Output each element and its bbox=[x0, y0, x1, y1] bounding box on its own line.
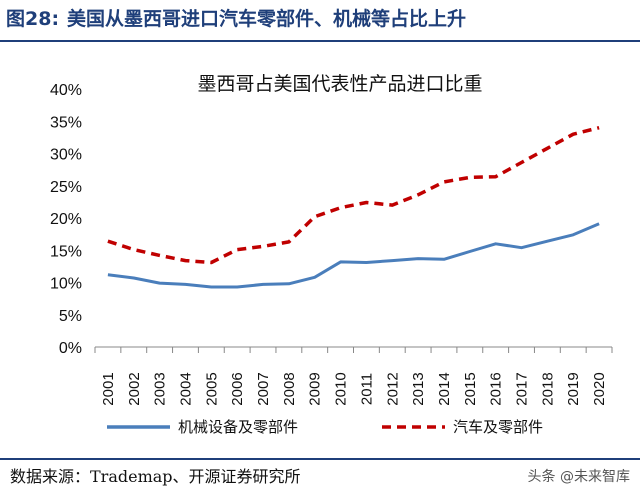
figure-number: 图28: bbox=[6, 8, 60, 30]
y-tick-label: 25% bbox=[50, 179, 82, 196]
chart-title: 墨西哥占美国代表性产品进口比重 bbox=[197, 73, 482, 95]
legend-label-1: 机械设备及零部件 bbox=[178, 418, 298, 436]
chart-axes: 0% 5% 10% 15% 20% 25% 30% 35% 40% 2001 2002 2003 200… bbox=[50, 82, 613, 406]
x-tick-label: 2016 bbox=[488, 372, 505, 405]
figure-title: 图28: 美国从墨西哥进口汽车零部件、机械等占比上升 bbox=[0, 0, 640, 40]
chart-series bbox=[107, 126, 600, 289]
x-tick-label: 2020 bbox=[591, 372, 608, 405]
x-tick-label: 2002 bbox=[126, 372, 143, 405]
series-line-2 bbox=[107, 126, 600, 265]
y-tick-label: 10% bbox=[50, 276, 82, 293]
y-tick-label: 40% bbox=[50, 82, 82, 99]
x-tick-label: 2017 bbox=[514, 372, 531, 405]
legend-label-2: 汽车及零部件 bbox=[453, 418, 543, 436]
watermark: 头条 @未来智库 bbox=[527, 469, 630, 485]
x-tick-label: 2004 bbox=[177, 372, 194, 405]
line-chart: 墨西哥占美国代表性产品进口比重 0% 5% 10% 15% 20% 25% 30% 35% 40… bbox=[50, 73, 613, 436]
series-line-1 bbox=[107, 222, 600, 289]
figure-caption: 美国从墨西哥进口汽车零部件、机械等占比上升 bbox=[67, 8, 467, 30]
x-tick-label: 2009 bbox=[307, 372, 324, 405]
x-tick-label: 2019 bbox=[565, 372, 582, 405]
y-tick-label: 0% bbox=[59, 340, 82, 357]
x-tick-label: 2006 bbox=[229, 372, 246, 405]
y-tick-label: 35% bbox=[50, 114, 82, 131]
y-tick-label: 20% bbox=[50, 211, 82, 228]
x-tick-label: 2012 bbox=[384, 372, 401, 405]
y-tick-label: 30% bbox=[50, 147, 82, 164]
x-tick-label: 2001 bbox=[100, 372, 117, 405]
x-tick-label: 2018 bbox=[539, 372, 556, 405]
y-tick-label: 15% bbox=[50, 243, 82, 260]
title-rule bbox=[0, 40, 640, 42]
x-tick-label: 2010 bbox=[333, 372, 350, 405]
x-tick-label: 2014 bbox=[436, 372, 453, 405]
x-tick-label: 2013 bbox=[410, 372, 427, 405]
x-tick-label: 2003 bbox=[152, 372, 169, 405]
x-tick-label: 2007 bbox=[255, 372, 272, 405]
source-note: 数据来源：Trademap、开源证券研究所 bbox=[10, 467, 301, 486]
x-tick-label: 2011 bbox=[358, 373, 375, 405]
x-tick-label: 2015 bbox=[462, 372, 479, 405]
y-tick-label: 5% bbox=[59, 308, 82, 325]
chart-legend: 机械设备及零部件 汽车及零部件 bbox=[107, 418, 543, 436]
source-rule bbox=[0, 458, 640, 460]
x-tick-label: 2005 bbox=[203, 372, 220, 405]
x-tick-label: 2008 bbox=[281, 372, 298, 405]
